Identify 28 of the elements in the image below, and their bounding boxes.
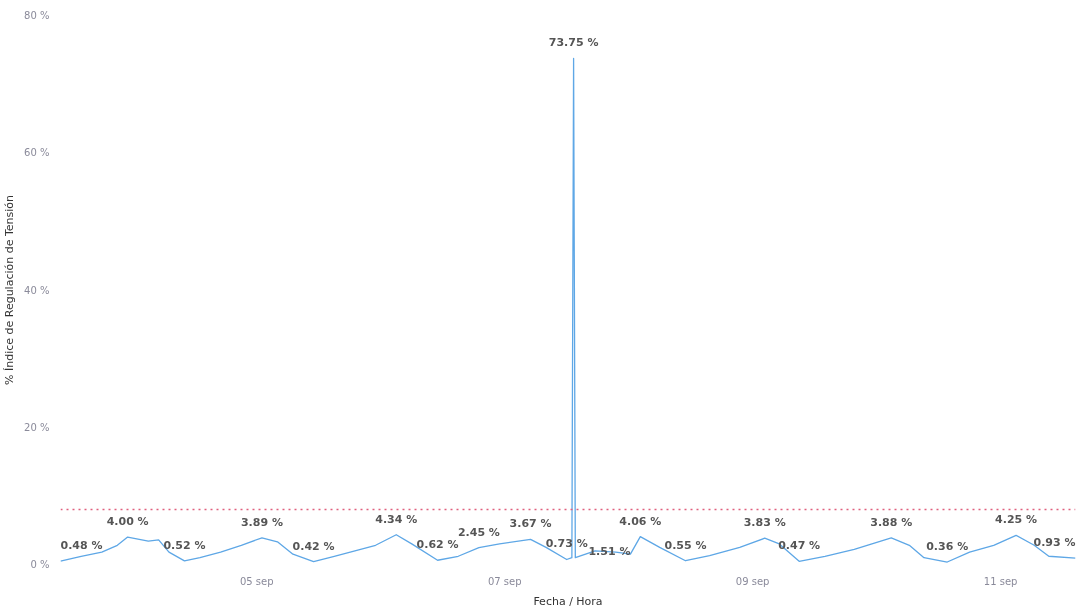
- data-label: 0.48 %: [60, 539, 103, 553]
- data-label: 0.62 %: [416, 538, 459, 552]
- data-label: 3.83 %: [743, 516, 786, 530]
- x-tick-label: 09 sep: [735, 575, 770, 587]
- data-label: 0.52 %: [163, 538, 206, 552]
- data-label: 2.45 %: [457, 525, 500, 539]
- x-tick-label: 07 sep: [487, 575, 522, 587]
- x-tick-label: 11 sep: [983, 575, 1018, 587]
- data-label: 3.88 %: [870, 515, 913, 529]
- y-tick-label: 40 %: [24, 284, 50, 296]
- data-label: 0.42 %: [292, 539, 335, 553]
- data-label: 0.55 %: [664, 538, 707, 552]
- y-axis-title: % Índice de Regulación de Tensión: [3, 194, 17, 386]
- data-label: 0.93 %: [1033, 536, 1076, 550]
- data-label: 3.89 %: [240, 515, 283, 529]
- data-label: 4.34 %: [375, 512, 418, 526]
- data-label: 3.67 %: [509, 517, 552, 531]
- data-label: 4.25 %: [995, 513, 1038, 527]
- data-label: 4.00 %: [106, 515, 149, 529]
- data-label: 73.75 %: [548, 36, 599, 50]
- data-label: 0.36 %: [926, 540, 969, 554]
- data-label: 4.06 %: [619, 514, 662, 528]
- x-tick-label: 05 sep: [239, 575, 274, 587]
- y-tick-label: 80 %: [24, 10, 50, 21]
- x-axis-title: Fecha / Hora: [533, 594, 603, 608]
- y-tick-label: 0 %: [30, 559, 50, 570]
- y-tick-label: 60 %: [24, 147, 50, 159]
- y-tick-label: 20 %: [24, 421, 50, 433]
